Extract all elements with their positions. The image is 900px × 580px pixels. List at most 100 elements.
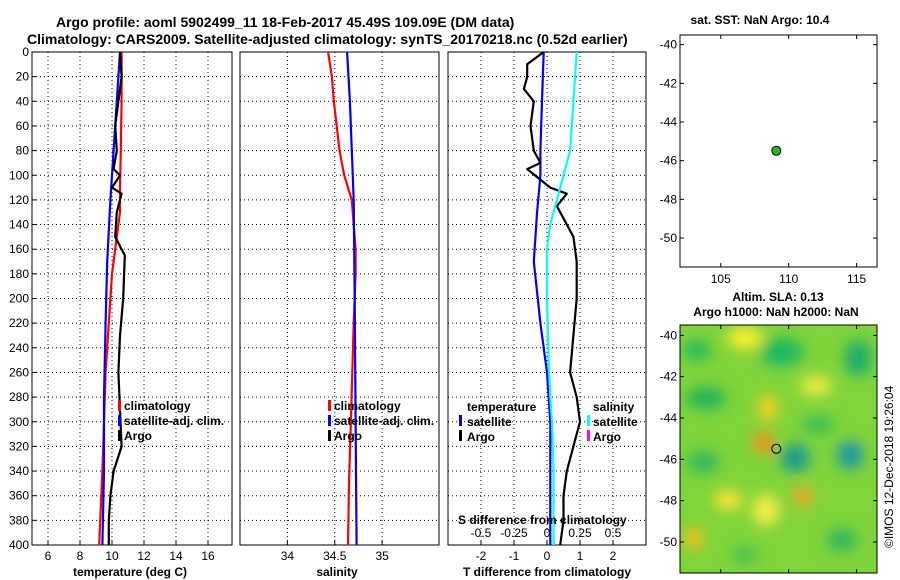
sla-map-panel: Altim. SLA: 0.13 Argo h1000: NaN h2000: … [660, 290, 896, 580]
argo-location-marker [771, 145, 782, 156]
y-tick-label: 400 [9, 538, 29, 552]
y-tick-label: -48 [660, 192, 678, 206]
y-tick-label: -40 [660, 38, 678, 52]
sla-blob [802, 416, 834, 434]
sla-blob [827, 529, 857, 551]
series-line-argo [107, 51, 126, 545]
legend-s-argo: Argo [593, 430, 621, 444]
sla-blob [793, 487, 813, 505]
y-tick-label: -40 [660, 328, 678, 342]
sla-blob [714, 490, 742, 510]
series-line-satellite-adj-clim [346, 51, 358, 546]
y-tick-label: 60 [16, 119, 30, 133]
series-line-climatology [98, 52, 123, 546]
salinity-legend: climatology satellite-adj. clim. Argo [328, 399, 434, 443]
series-line-t-argo [522, 51, 582, 546]
y-tick-label: 120 [9, 193, 29, 207]
x-tick-label: 35 [375, 549, 389, 563]
sla-blob [754, 432, 774, 454]
y-tick-label: -46 [660, 154, 678, 168]
x-tick-label: 105 [711, 272, 731, 286]
y-tick-label: -44 [660, 115, 678, 129]
sst-title: sat. SST: NaN Argo: 10.4 [691, 13, 830, 27]
x-tick-label: 12 [137, 549, 151, 563]
sla-blob [734, 548, 756, 562]
legend-argo-swatch [118, 430, 121, 441]
figure-title-line1: Argo profile: aoml 5902499_11 18-Feb-201… [56, 14, 514, 30]
y-tick-label: 200 [9, 292, 29, 306]
legend-t-argo: Argo [467, 430, 495, 444]
y-tick-label: 280 [9, 390, 29, 404]
x-tick-label: 115 [847, 272, 866, 286]
x-tick-label: -1 [509, 549, 520, 563]
y-tick-label: -44 [660, 411, 678, 425]
sla-blob [837, 441, 863, 469]
x-tick-label: 2 [610, 549, 617, 563]
s-tick-label: 0.5 [605, 526, 622, 540]
sla-blob [752, 494, 780, 526]
y-tick-label: 260 [9, 365, 29, 379]
sla-blob [780, 444, 810, 472]
y-tick-label: 240 [9, 341, 29, 355]
sla-map-axes [679, 324, 878, 574]
y-tick-label: 100 [9, 168, 29, 182]
series-line-t-satellite [532, 51, 552, 545]
legend-satellite-swatch [328, 415, 331, 426]
y-tick-label: 140 [9, 218, 29, 232]
series-line-s-satellite [545, 51, 578, 545]
legend-s-argo-swatch [587, 430, 590, 441]
x-tick-label: 110 [779, 578, 798, 580]
sla-blob [844, 340, 872, 376]
y-tick-label: 40 [16, 94, 30, 108]
y-tick-label: -42 [660, 370, 678, 384]
x-tick-label: 115 [847, 578, 866, 580]
sla-title-line1: Altim. SLA: 0.13 [732, 290, 824, 304]
salinity-axes [239, 51, 440, 546]
figure-title-line2: Climatology: CARS2009. Satellite-adjuste… [27, 31, 628, 47]
x-tick-label: 6 [45, 549, 52, 563]
legend-t-satellite: satellite [467, 415, 512, 429]
x-tick-label: 14 [169, 549, 183, 563]
x-tick-label: 105 [711, 578, 731, 580]
sla-title-line2: Argo h1000: NaN h2000: NaN [693, 305, 858, 319]
y-tick-label: -46 [660, 452, 678, 466]
x-tick-label: 34 [281, 549, 295, 563]
salinity-xlabel: salinity [316, 565, 358, 579]
y-tick-label: 80 [16, 144, 30, 158]
sla-blob [686, 387, 726, 409]
legend-temperature-heading: temperature [467, 400, 537, 414]
y-tick-label: 380 [9, 513, 29, 527]
s-tick-label: 0.25 [568, 526, 592, 540]
legend-argo-swatch [328, 430, 331, 441]
y-tick-label: 320 [9, 439, 29, 453]
s-tick-label: -0.25 [500, 526, 528, 540]
t-difference-xlabel: T difference from climatology [463, 565, 631, 579]
s-tick-label: -0.5 [471, 526, 492, 540]
sla-blob [687, 451, 719, 473]
sla-heatmap-blobs [683, 327, 872, 562]
y-tick-label: 180 [9, 267, 29, 281]
x-tick-label: 8 [77, 549, 84, 563]
legend-t-argo-swatch [459, 430, 462, 441]
sla-blob [684, 528, 704, 548]
s-tick-label: 0 [544, 526, 551, 540]
y-tick-label: 0 [22, 45, 29, 59]
sla-blob [727, 327, 763, 349]
difference-panel: -2 -1 0 1 2 -0.5 -0.25 0 0.25 0.5 S difference fr… [447, 51, 647, 579]
x-tick-label: 1 [577, 549, 584, 563]
temperature-legend: climatology satellite-adj. clim. Argo [118, 399, 224, 443]
sla-blob [760, 338, 804, 366]
y-tick-label: 220 [9, 316, 29, 330]
temperature-panel: 6 8 10 12 14 16020406080100120140160180200220… [9, 45, 233, 579]
y-tick-label: 340 [9, 464, 29, 478]
legend-argo: Argo [334, 429, 362, 443]
s-difference-label: S difference from climatology [458, 513, 627, 527]
y-tick-label: 20 [16, 70, 30, 84]
y-tick-label: -48 [660, 494, 678, 508]
temperature-xlabel: temperature (deg C) [73, 565, 187, 579]
y-tick-label: 300 [9, 415, 29, 429]
legend-satellite: satellite-adj. clim. [124, 414, 224, 428]
x-tick-label: 10 [105, 549, 119, 563]
difference-legend: temperature satellite Argo salinity sate… [459, 400, 638, 444]
